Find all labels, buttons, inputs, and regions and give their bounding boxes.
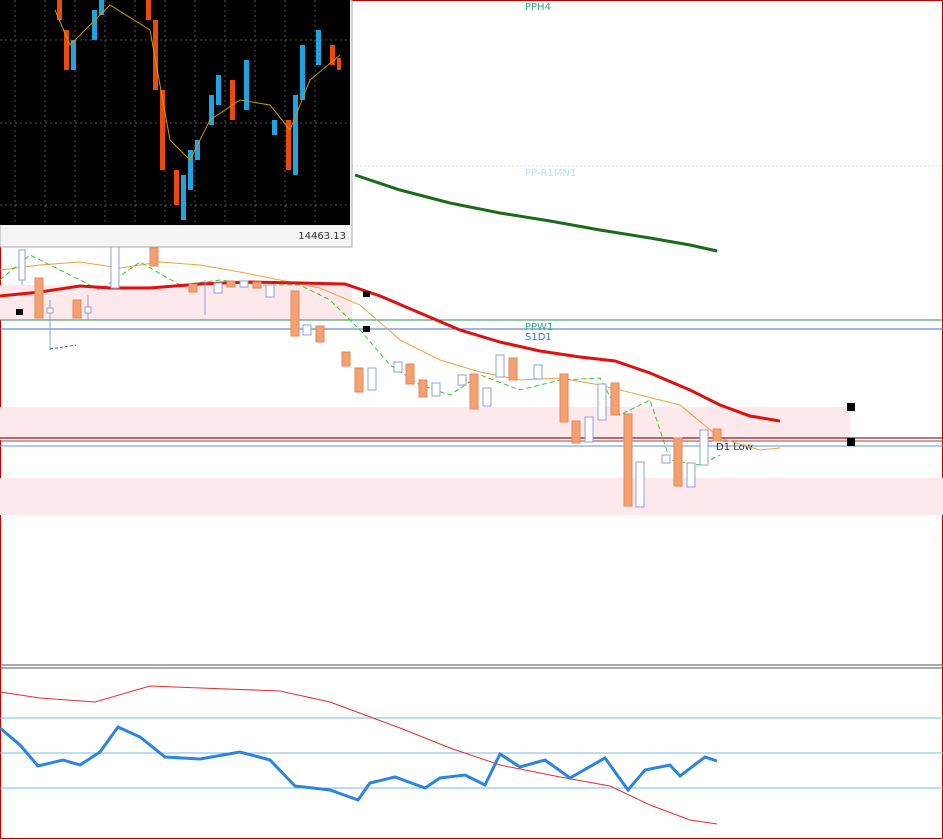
indicator-line: [0, 725, 718, 802]
candle: [46, 307, 54, 314]
chart-element: [146, 0, 151, 20]
chart-element: [216, 75, 221, 105]
level-label: PPH4: [525, 2, 551, 13]
candle: [533, 364, 543, 380]
candle: [623, 413, 633, 507]
candle: [34, 277, 44, 319]
candle: [457, 374, 467, 386]
chart-element: [293, 95, 298, 175]
chart-element: [195, 140, 200, 160]
marker: [363, 326, 370, 332]
candle: [367, 367, 377, 391]
candle: [712, 428, 722, 442]
chart-element: [16, 291, 855, 446]
candle: [559, 373, 569, 423]
candle: [72, 299, 82, 319]
chart-element: [316, 30, 321, 65]
level-label: PP-R1MN1: [525, 168, 576, 179]
chart-element: [71, 40, 76, 70]
moving-average: [354, 173, 718, 253]
chart-element: [57, 0, 62, 20]
chart-element: [272, 120, 277, 135]
candle: [110, 244, 120, 289]
candle: [393, 361, 403, 373]
candle: [418, 379, 428, 398]
candle: [571, 420, 581, 444]
chart-element: [34, 247, 722, 507]
level-label: S1D1: [525, 332, 552, 343]
level-label: PPW1: [525, 322, 553, 333]
chart-element: [92, 10, 97, 40]
chart-element: [160, 90, 165, 170]
marker: [16, 309, 23, 315]
zone: [0, 478, 943, 515]
candle: [354, 367, 364, 393]
level-label: D1 Low: [716, 442, 753, 453]
moving-average: [0, 261, 781, 451]
chart-element: [181, 175, 186, 220]
candle: [584, 416, 594, 443]
chart-element: [230, 80, 235, 120]
candle: [290, 290, 300, 337]
candle: [699, 429, 709, 466]
chart-element: [330, 45, 335, 65]
candle: [405, 363, 415, 385]
candle: [265, 284, 275, 298]
inset-ma: [54, 4, 341, 161]
chart-element: [57, 0, 341, 205]
candle: [597, 383, 607, 421]
candle: [226, 280, 236, 288]
chart-element: [99, 0, 104, 15]
chart-element: [337, 58, 341, 70]
candle: [149, 247, 159, 267]
chart-element: [64, 30, 69, 70]
candle: [84, 306, 92, 314]
marker: [847, 403, 855, 411]
candle: [315, 325, 325, 343]
arrow: [49, 344, 77, 350]
candle: [661, 454, 671, 464]
indicator-line: [0, 685, 718, 825]
chart-element: [174, 170, 179, 205]
candle: [673, 437, 683, 487]
candle: [239, 280, 249, 288]
candle: [508, 357, 518, 381]
chart-element: [244, 60, 249, 110]
candle: [482, 387, 492, 407]
moving-average: [0, 280, 781, 423]
zone: [0, 407, 850, 440]
chart-element: [188, 150, 193, 190]
candle: [188, 283, 198, 293]
candle: [610, 382, 620, 416]
inset-price: 14463.13: [298, 231, 346, 242]
chart-element: [71, 0, 321, 220]
chart-element: [300, 45, 305, 100]
chart-element: [153, 20, 158, 90]
candle: [686, 462, 696, 488]
candle: [302, 324, 312, 336]
candle: [431, 382, 441, 397]
chart-element: [18, 244, 709, 508]
candle: [495, 354, 505, 378]
candle: [341, 351, 351, 367]
marker: [363, 291, 370, 297]
candle: [469, 373, 479, 410]
candle: [213, 282, 223, 294]
marker: [847, 438, 855, 446]
chart-element: [209, 95, 214, 125]
chart-element: [286, 120, 291, 170]
candle: [635, 461, 645, 508]
candle: [252, 281, 262, 289]
candle: [18, 249, 26, 281]
